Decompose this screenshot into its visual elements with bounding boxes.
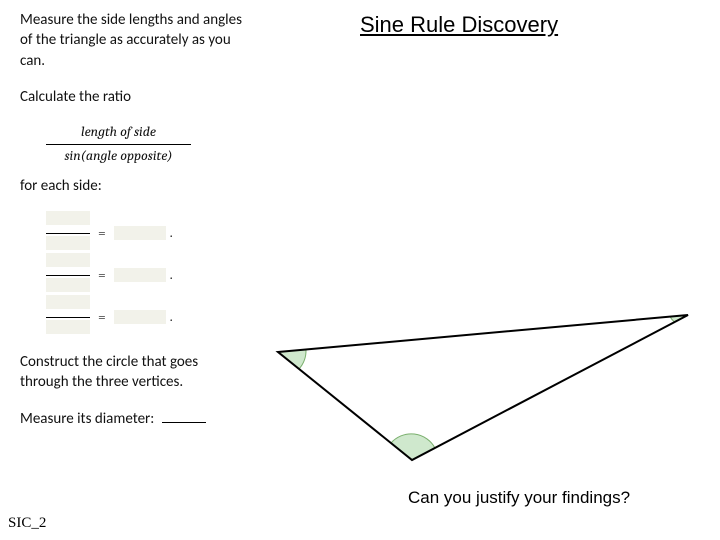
period: . — [170, 224, 173, 243]
ratio-row: = . — [46, 212, 250, 254]
blank-field[interactable] — [46, 253, 90, 267]
blank-field[interactable] — [46, 211, 90, 225]
triangle-outline — [278, 315, 688, 460]
diameter-blank[interactable] — [162, 422, 206, 423]
ratio-fraction[interactable] — [46, 253, 90, 298]
ratio-fraction[interactable] — [46, 295, 90, 340]
ratio-input-rows: = . = . = . — [46, 212, 250, 338]
equals-sign: = — [98, 224, 106, 243]
blank-field[interactable] — [46, 236, 90, 250]
blank-field[interactable] — [114, 268, 166, 282]
blank-field[interactable] — [114, 310, 166, 324]
instruction-each-side: for each side: — [20, 176, 250, 196]
blank-field[interactable] — [46, 295, 90, 309]
ratio-denominator: sin(angle opposite) — [46, 145, 191, 166]
instructions-column: Measure the side lengths and angles of t… — [20, 10, 250, 445]
angle-arc — [391, 434, 435, 460]
ratio-row: = . — [46, 254, 250, 296]
period: . — [170, 308, 173, 327]
ratio-numerator: length of side — [46, 123, 191, 145]
instruction-measure: Measure the side lengths and angles of t… — [20, 10, 250, 71]
equals-sign: = — [98, 308, 106, 327]
instruction-construct: Construct the circle that goes through t… — [20, 352, 250, 393]
diameter-label: Measure its diameter: — [20, 410, 154, 428]
triangle-figure — [260, 300, 700, 480]
footer-id: SIC_2 — [8, 515, 46, 532]
blank-field[interactable] — [46, 278, 90, 292]
period: . — [170, 266, 173, 285]
ratio-formula: length of side sin(angle opposite) — [46, 123, 191, 166]
justify-question: Can you justify your findings? — [408, 488, 630, 508]
equals-sign: = — [98, 266, 106, 285]
ratio-row: = . — [46, 296, 250, 338]
blank-field[interactable] — [46, 320, 90, 334]
ratio-fraction[interactable] — [46, 211, 90, 256]
page-title: Sine Rule Discovery — [360, 12, 558, 38]
instruction-calc: Calculate the ratio — [20, 87, 250, 107]
instruction-diameter: Measure its diameter: — [20, 409, 250, 429]
blank-field[interactable] — [114, 226, 166, 240]
